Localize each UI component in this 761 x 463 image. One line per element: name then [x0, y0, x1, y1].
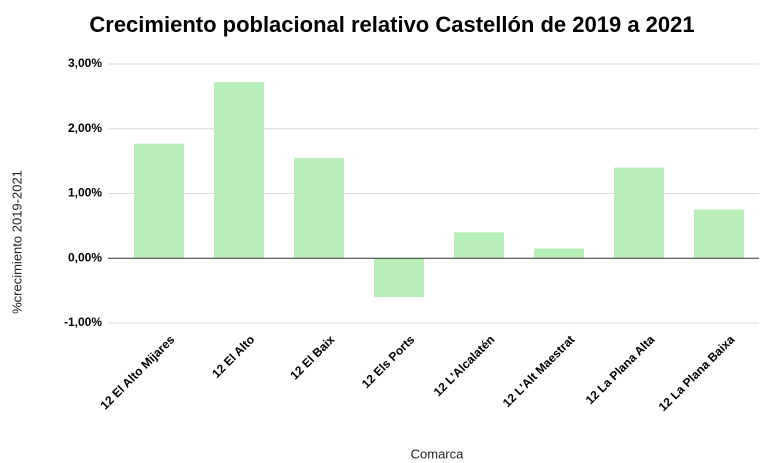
y-tick-label: 3,00%: [68, 56, 102, 70]
bar: [454, 232, 504, 259]
y-tick-label: 2,00%: [68, 121, 102, 135]
x-tick-label: 12 La Plana Alta: [583, 332, 658, 407]
x-tick-label: 12 Els Ports: [359, 332, 418, 391]
bar: [614, 167, 664, 259]
y-axis-label: %crecimiento 2019-2021: [9, 170, 24, 314]
x-tick-label: 12 L'Alt Maestrat: [500, 332, 577, 409]
bar: [374, 258, 424, 298]
x-axis-label: Comarca: [411, 446, 465, 461]
bar: [294, 157, 344, 259]
bar: [694, 209, 744, 259]
y-tick-label: 0,00%: [68, 250, 102, 264]
y-tick-label: 1,00%: [68, 186, 102, 200]
x-tick-label: 12 El Baix: [287, 332, 337, 382]
x-tick-label: 12 La Plana Baixa: [656, 332, 738, 414]
bar: [134, 143, 184, 259]
x-tick-label: 12 El Alto Mijares: [98, 332, 178, 412]
y-tick-label: -1,00%: [64, 315, 102, 329]
x-tick-label: 12 El Alto: [209, 332, 257, 380]
chart-title: Crecimiento poblacional relativo Castell…: [89, 12, 694, 37]
bar: [214, 82, 264, 259]
x-tick-label: 12 L'Alcalatén: [431, 332, 498, 399]
bar: [534, 248, 584, 259]
